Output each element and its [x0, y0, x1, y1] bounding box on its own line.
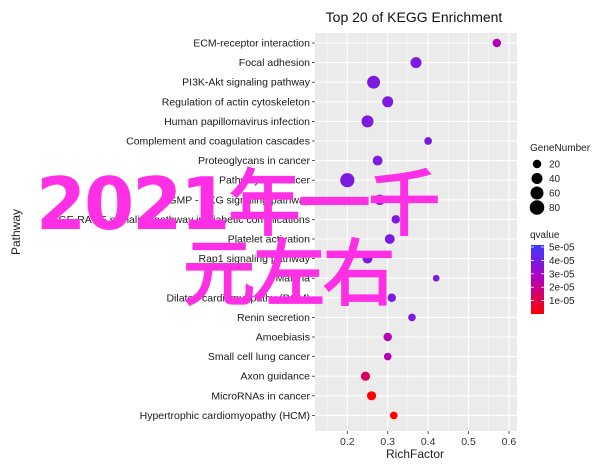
y-tick-label: Human papillomavirus infection [164, 116, 310, 128]
size-legend-dot [529, 200, 545, 215]
data-point [424, 137, 432, 145]
y-tick-label: Complement and coagulation cascades [126, 136, 310, 148]
y-tick-label: Regulation of actin cytoskeleton [162, 96, 310, 108]
data-point [340, 173, 355, 188]
data-point [410, 57, 422, 69]
data-point [361, 115, 374, 128]
size-legend-dot [531, 172, 543, 185]
data-point [362, 253, 373, 264]
color-legend-label: 5e-05 [549, 243, 575, 254]
y-tick-label: Axon guidance [241, 371, 311, 383]
data-point [382, 96, 394, 108]
data-point [387, 293, 397, 303]
size-legend-dot [532, 159, 542, 169]
data-point [383, 332, 392, 342]
y-tick-label: Focal adhesion [239, 57, 310, 69]
data-point [372, 155, 383, 166]
y-tick-label: Amoebiasis [256, 332, 310, 344]
data-point [366, 391, 377, 401]
color-legend-label: 4e-05 [549, 256, 575, 267]
y-tick-label: Malaria [276, 273, 311, 285]
data-point [360, 371, 371, 381]
x-tick-label: 0.6 [502, 436, 517, 448]
data-points [340, 38, 502, 420]
color-bar [531, 245, 544, 314]
x-tick-label: 0.5 [461, 436, 476, 448]
y-tick-label: cGMP - PKG signaling pathway [163, 194, 311, 206]
y-tick-labels: ECM-receptor interaction Focal adhesion PI… [51, 38, 315, 422]
x-tick-label: 0.3 [380, 436, 395, 448]
y-tick-label: Proteoglycans in cancer [198, 155, 311, 167]
x-tick-label: 0.2 [340, 436, 355, 448]
color-legend-title: qvalue [530, 230, 560, 241]
y-tick-label: Renin secretion [237, 312, 310, 324]
size-legend-label: 20 [549, 160, 561, 171]
color-legend-label: 2e-05 [549, 283, 575, 294]
data-point [391, 215, 401, 224]
y-tick-label: Small cell lung cancer [208, 351, 311, 363]
y-tick-label: PI3K-Akt signaling pathway [182, 77, 311, 89]
y-tick-label: Pathways in cancer [219, 175, 311, 187]
size-legend-label: 60 [549, 189, 561, 200]
color-legend-label: 3e-05 [549, 269, 575, 280]
data-point [408, 313, 416, 322]
size-legend-title: GeneNumber [530, 143, 591, 154]
x-tick-labels: 0.2 0.3 0.4 0.5 0.6 [340, 431, 516, 448]
y-axis-label: Pathway [9, 209, 23, 255]
data-point [383, 352, 392, 361]
data-point [492, 38, 502, 48]
color-legend: qvalue 5e-05 4e-05 3e-05 2e-05 1e-05 [530, 230, 575, 314]
y-tick-label: AGE-RAGE signaling pathway in diabetic c… [51, 214, 310, 226]
data-point [432, 274, 440, 282]
data-point [374, 194, 385, 206]
x-axis-label: RichFactor [386, 447, 444, 461]
x-tick-label: 0.4 [421, 436, 436, 448]
grid-lines [315, 33, 517, 431]
y-tick-label: Platelet activation [228, 234, 310, 246]
size-legend-label: 80 [549, 203, 561, 214]
y-tick-label: Rap1 signaling pathway [199, 253, 311, 265]
y-tick-label: MicroRNAs in cancer [211, 390, 310, 402]
size-legend-label: 40 [549, 174, 561, 185]
data-point [384, 234, 395, 244]
y-tick-label: ECM-receptor interaction [193, 38, 310, 50]
plot-panel [315, 33, 517, 431]
color-legend-label: 1e-05 [549, 296, 575, 307]
data-point [367, 75, 381, 89]
chart-title: Top 20 of KEGG Enrichment [326, 9, 503, 25]
size-legend: GeneNumber 20 40 60 80 [529, 143, 591, 215]
y-tick-label: Hypertrophic cardiomyopathy (HCM) [140, 410, 310, 422]
size-legend-dot [530, 186, 544, 200]
data-point [389, 411, 398, 420]
y-tick-label: Dilated cardiomyopathy (DCM) [166, 292, 310, 304]
